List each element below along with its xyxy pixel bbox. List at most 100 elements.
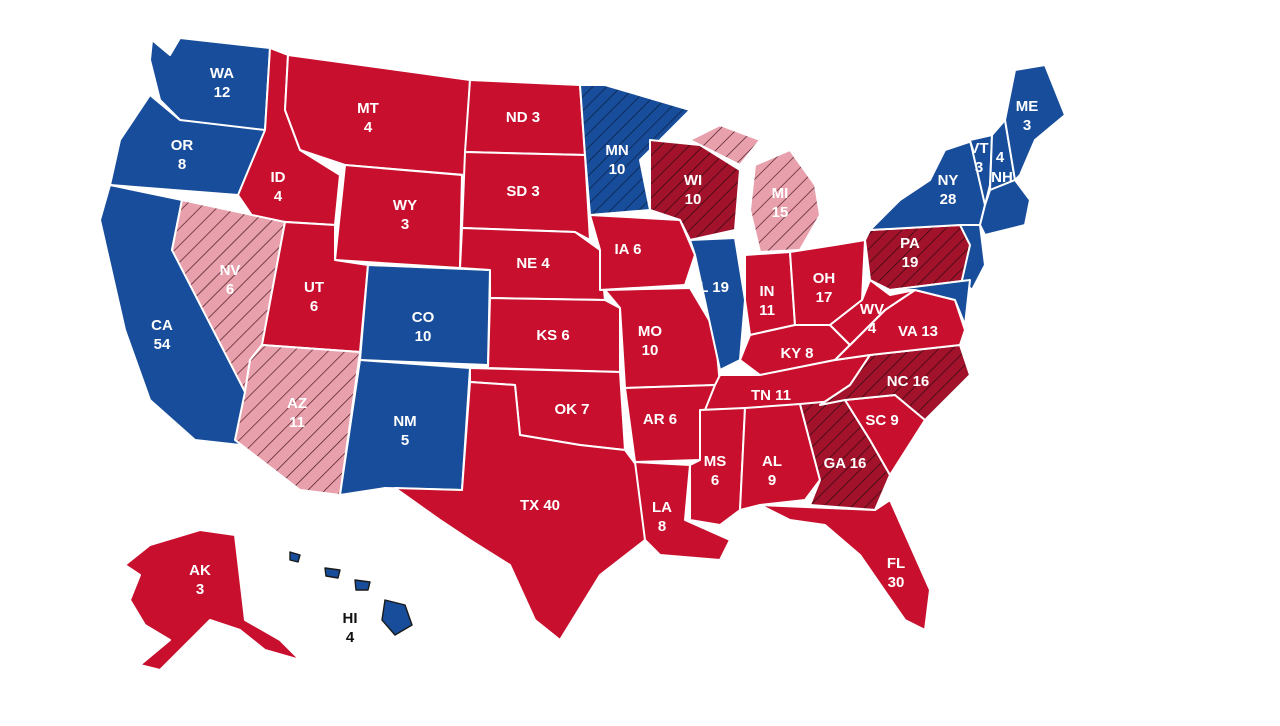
state-abbr: MS bbox=[704, 453, 727, 470]
state-KS[interactable] bbox=[487, 297, 621, 373]
state-abbr: WA bbox=[210, 65, 234, 82]
state-label-MI: MI 15 bbox=[772, 185, 789, 221]
state-label-AR: AR 6 bbox=[643, 411, 677, 428]
state-label-MS: MS 6 bbox=[704, 453, 727, 489]
state-label-OR: OR 8 bbox=[171, 137, 194, 173]
state-label-text: KY 8 bbox=[780, 345, 813, 362]
state-label-NM: NM 5 bbox=[393, 413, 416, 449]
state-votes: 4 bbox=[996, 149, 1005, 166]
state-label-NC: NC 16 bbox=[887, 373, 930, 390]
state-MDDE[interactable] bbox=[889, 279, 971, 326]
state-WY[interactable] bbox=[334, 164, 463, 269]
state-votes: 30 bbox=[888, 574, 905, 591]
state-NC[interactable] bbox=[819, 344, 971, 421]
state-abbr: CA bbox=[151, 317, 173, 334]
state-label-VA: VA 13 bbox=[898, 323, 938, 340]
state-votes: 54 bbox=[154, 336, 171, 353]
state-label-TX: TX 40 bbox=[520, 497, 560, 514]
state-votes: 6 bbox=[310, 298, 318, 315]
state-PA[interactable] bbox=[864, 224, 976, 291]
state-votes: 12 bbox=[214, 84, 231, 101]
state-label-GA: GA 16 bbox=[824, 455, 867, 472]
state-votes: 17 bbox=[816, 289, 833, 306]
state-abbr: NV bbox=[220, 262, 241, 279]
state-label-MN: MN 10 bbox=[605, 142, 628, 178]
state-abbr: AL bbox=[762, 453, 782, 470]
state-abbr: UT bbox=[304, 279, 324, 296]
state-HI[interactable] bbox=[289, 551, 413, 636]
state-label-text: KS 6 bbox=[536, 327, 569, 344]
state-label-ID: ID 4 bbox=[271, 169, 286, 205]
state-label-OH: OH 17 bbox=[813, 270, 836, 306]
state-label-text: VA 13 bbox=[898, 323, 938, 340]
state-abbr: LA bbox=[652, 499, 672, 516]
state-votes: 11 bbox=[759, 302, 775, 319]
state-label-ME: ME 3 bbox=[1016, 98, 1039, 134]
state-label-IN: IN 11 bbox=[759, 283, 775, 319]
state-label-KY: KY 8 bbox=[780, 345, 813, 362]
state-NY[interactable] bbox=[869, 139, 986, 231]
state-votes: 6 bbox=[226, 281, 234, 298]
state-votes: 11 bbox=[289, 414, 305, 431]
state-label-HI: HI 4 bbox=[343, 610, 358, 646]
state-abbr: MI bbox=[772, 185, 789, 202]
state-WV[interactable] bbox=[829, 279, 916, 346]
state-votes: 9 bbox=[768, 472, 776, 489]
state-votes: 8 bbox=[178, 156, 186, 173]
state-abbr: HI bbox=[343, 610, 358, 627]
state-TX[interactable] bbox=[394, 381, 646, 641]
state-MI[interactable] bbox=[689, 124, 821, 253]
state-label-text: ND 3 bbox=[506, 109, 540, 126]
state-label-PA: PA 19 bbox=[900, 235, 920, 271]
state-label-OK: OK 7 bbox=[554, 401, 589, 418]
state-abbr: MO bbox=[638, 323, 662, 340]
state-label-SD: SD 3 bbox=[506, 183, 539, 200]
state-NE_REGION[interactable] bbox=[979, 179, 1031, 236]
state-label-text: IL 19 bbox=[695, 279, 729, 296]
state-abbr: NM bbox=[393, 413, 416, 430]
state-label-AL: AL 9 bbox=[762, 453, 782, 489]
state-votes: 19 bbox=[902, 254, 919, 271]
state-label-TN: TN 11 bbox=[751, 387, 791, 404]
state-label-CO: CO 10 bbox=[412, 309, 435, 345]
state-abbr: NH bbox=[991, 169, 1013, 186]
state-votes: 8 bbox=[658, 518, 666, 535]
state-SD[interactable] bbox=[461, 151, 591, 241]
state-abbr: AZ bbox=[287, 395, 307, 412]
state-votes: 6 bbox=[711, 472, 719, 489]
state-votes: 4 bbox=[364, 119, 373, 136]
state-label-text: NE 4 bbox=[516, 255, 550, 272]
state-label-IA: IA 6 bbox=[615, 241, 642, 258]
state-abbr: MN bbox=[605, 142, 628, 159]
state-label-KS: KS 6 bbox=[536, 327, 569, 344]
state-votes: 3 bbox=[975, 159, 983, 176]
state-label-NV: NV 6 bbox=[220, 262, 241, 298]
state-MN[interactable] bbox=[579, 84, 691, 216]
state-label-text: OK 7 bbox=[554, 401, 589, 418]
state-votes: 10 bbox=[415, 328, 432, 345]
state-abbr: PA bbox=[900, 235, 920, 252]
state-label-text: IA 6 bbox=[615, 241, 642, 258]
state-MO[interactable] bbox=[604, 287, 721, 389]
state-votes: 10 bbox=[642, 342, 659, 359]
state-abbr: MT bbox=[357, 100, 379, 117]
state-FL[interactable] bbox=[759, 499, 931, 631]
state-IA[interactable] bbox=[589, 214, 696, 291]
state-label-VT: VT 3 bbox=[969, 140, 988, 176]
state-votes: 4 bbox=[868, 320, 877, 337]
state-ME[interactable] bbox=[1004, 64, 1066, 181]
state-votes: 10 bbox=[685, 191, 702, 208]
state-label-text: SD 3 bbox=[506, 183, 539, 200]
state-abbr: WV bbox=[860, 301, 884, 318]
state-label-text: TN 11 bbox=[751, 387, 791, 404]
state-abbr: AK bbox=[189, 562, 211, 579]
state-label-MO: MO 10 bbox=[638, 323, 662, 359]
state-AK[interactable] bbox=[124, 529, 301, 671]
state-label-NY: NY 28 bbox=[938, 172, 959, 208]
state-votes: 10 bbox=[609, 161, 626, 178]
state-label-MT: MT 4 bbox=[357, 100, 379, 136]
state-label-AZ: AZ 11 bbox=[287, 395, 307, 431]
state-label-text: AR 6 bbox=[643, 411, 677, 428]
